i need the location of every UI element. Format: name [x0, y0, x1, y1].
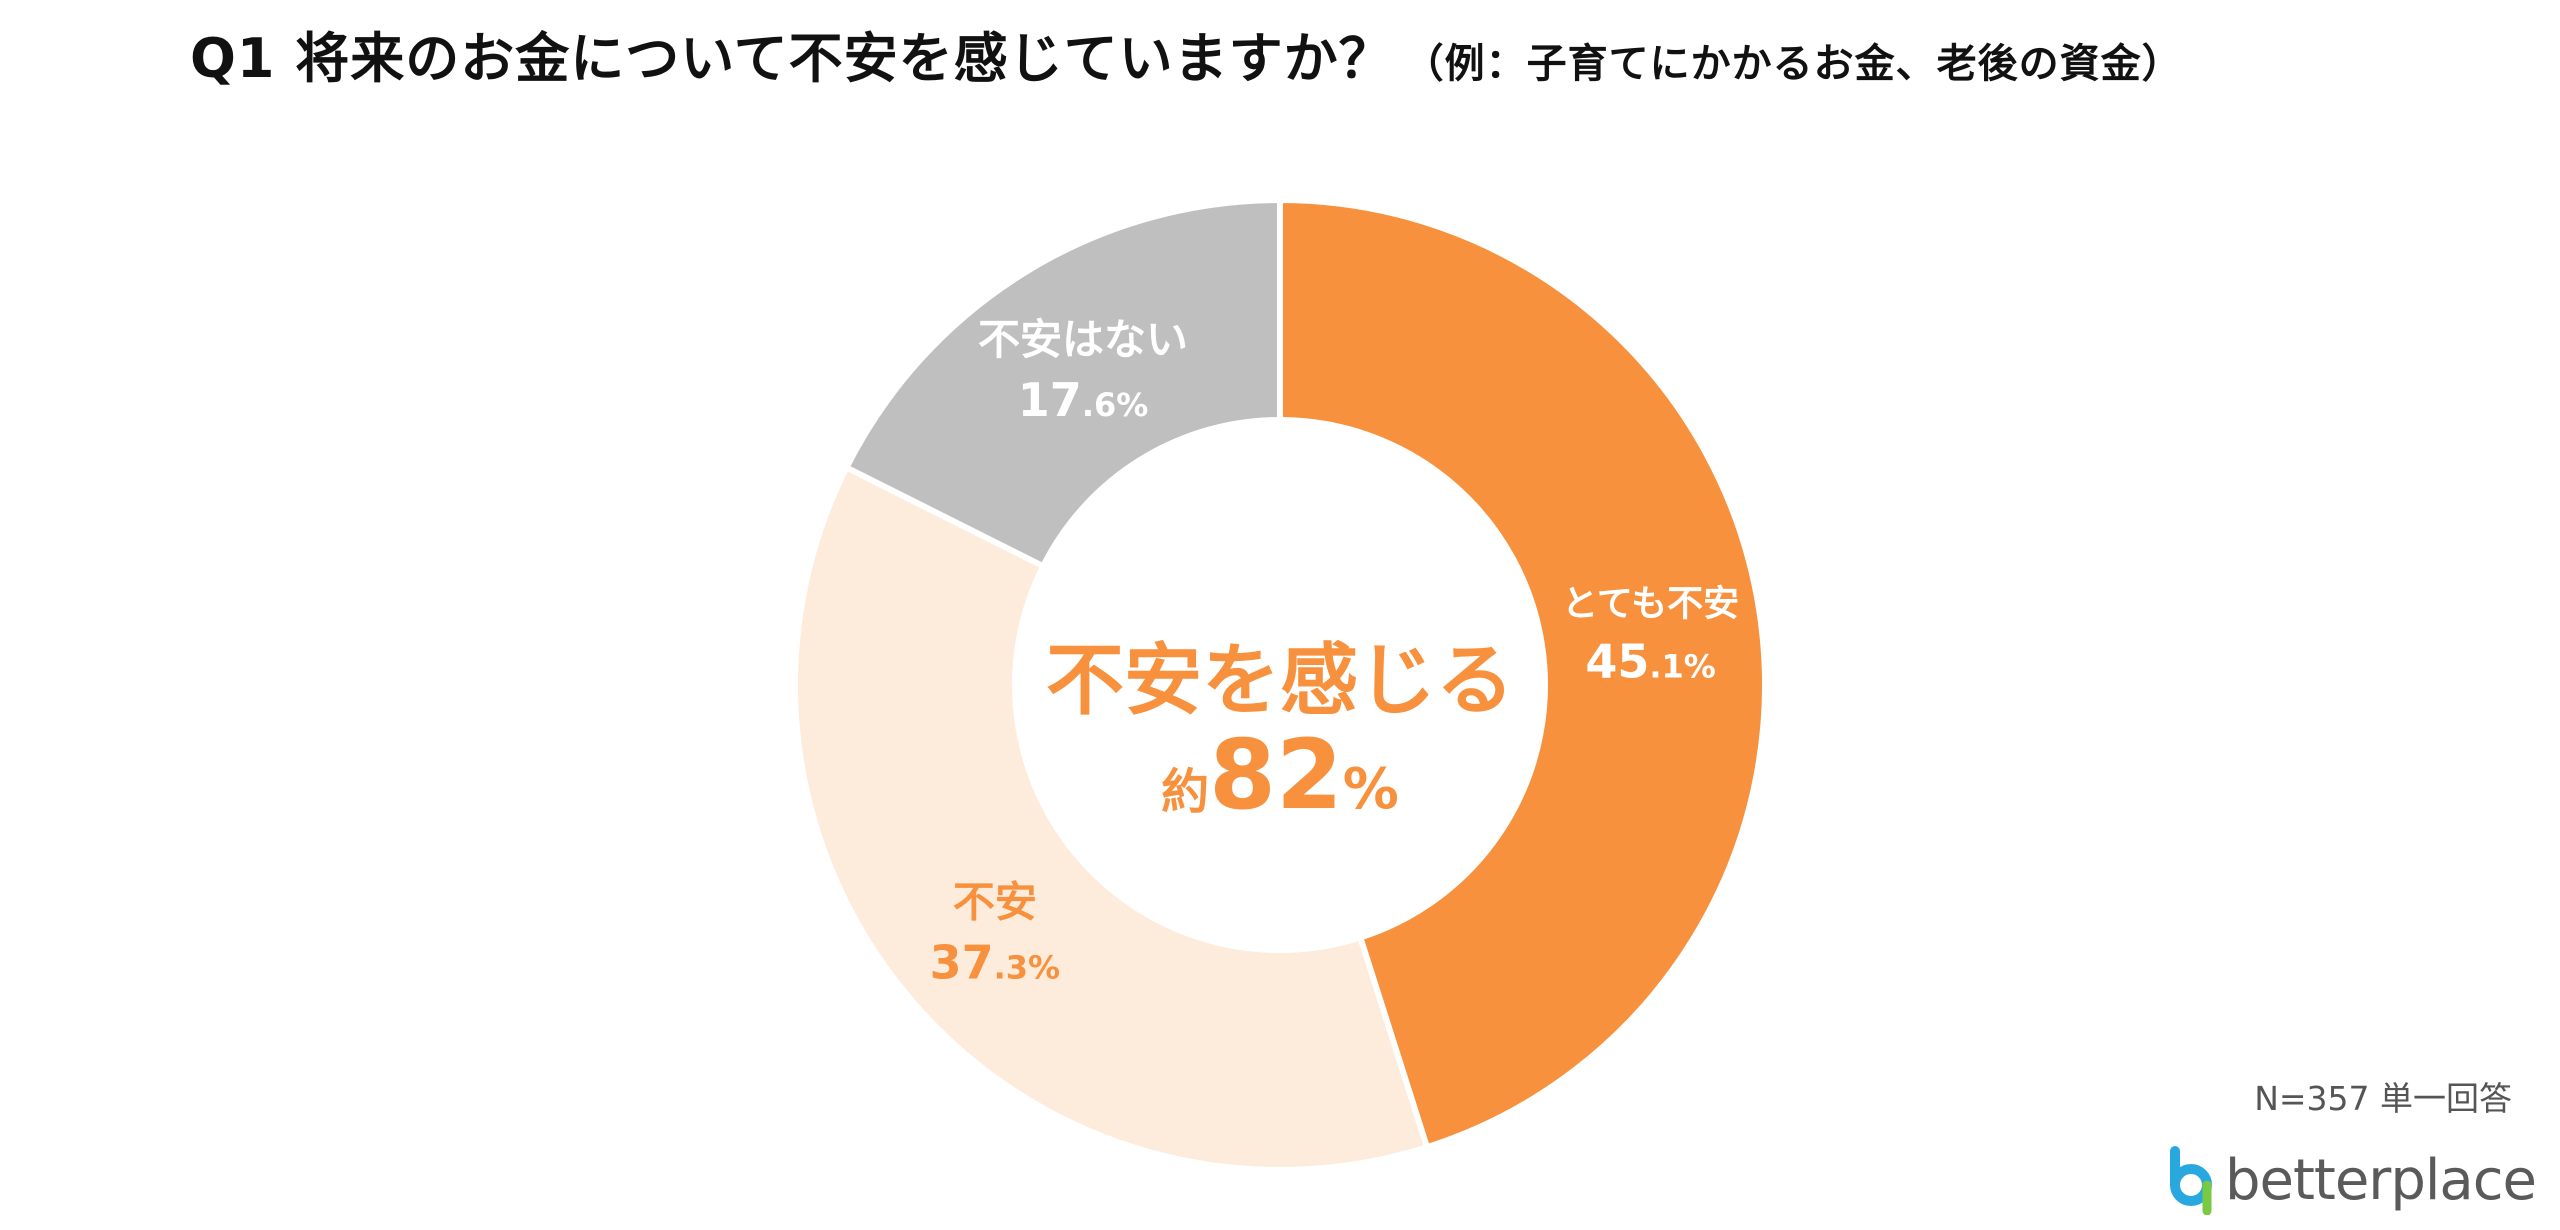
donut-segment-2 [842, 196, 1283, 571]
segment-label-2: 不安はない 17.6% [978, 315, 1188, 427]
segment-value-0: 45.1% [1585, 635, 1716, 689]
donut-segment-1 [792, 463, 1431, 1173]
center-label: 不安を感じる 約82% [1046, 636, 1514, 831]
sample-size-note: N=357 単一回答 [2254, 1079, 2512, 1118]
segment-labels: とても不安 45.1% 不安 37.3% 不安はない 17.6% [930, 315, 1740, 990]
center-label-line1: 不安を感じる [1046, 636, 1514, 726]
donut-segment-0 [1277, 196, 1768, 1151]
chart-title-main: Q1 将来のお金について不安を感じていますか？ [190, 27, 1394, 90]
brand-logo: betterplace [2163, 1140, 2537, 1220]
center-label-line2: 約82% [1161, 719, 1399, 831]
segment-value-2: 17.6% [1018, 373, 1149, 427]
segment-label-1: 不安 37.3% [930, 878, 1061, 990]
chart-title: Q1 将来のお金について不安を感じていますか？ （例：子育てにかかるお金、老後の資… [190, 14, 2183, 93]
donut-segments [792, 196, 1768, 1173]
segment-label-0: とても不安 45.1% [1562, 584, 1739, 689]
segment-name-2: 不安はない [978, 315, 1188, 364]
logo-text: betterplace [2224, 1147, 2537, 1213]
chart-title-sub: （例：子育てにかかるお金、老後の資金） [1403, 41, 2183, 87]
segment-name-1: 不安 [953, 878, 1037, 927]
center-value: 82 [1209, 719, 1343, 831]
center-prefix: 約 [1161, 764, 1209, 820]
center-unit: % [1343, 757, 1399, 822]
segment-name-0: とても不安 [1562, 584, 1739, 625]
betterplace-logo-icon [2169, 1146, 2212, 1215]
segment-value-1: 37.3% [930, 936, 1061, 990]
